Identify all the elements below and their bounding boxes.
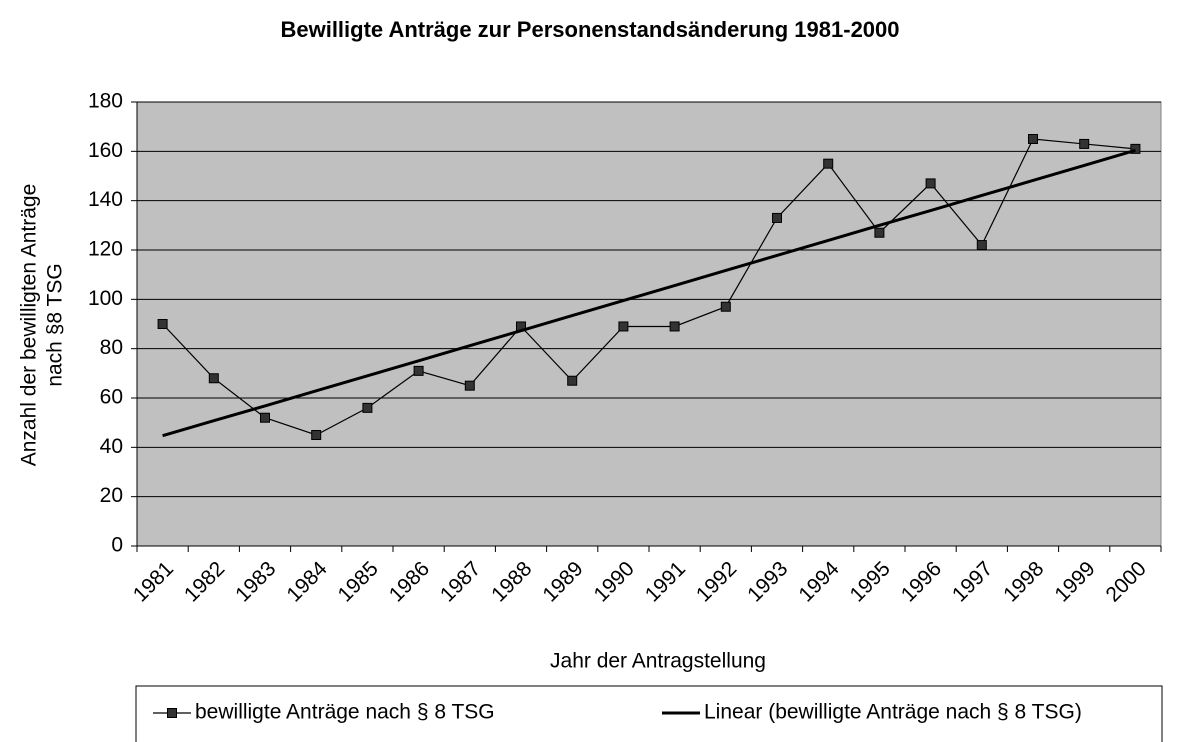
y-tick-label: 120	[88, 238, 123, 261]
y-tick-label: 160	[88, 139, 123, 162]
x-tick-label: 1981	[129, 557, 178, 606]
y-tick-label: 20	[100, 484, 123, 507]
marker	[925, 178, 936, 189]
x-tick-label: 2000	[1102, 557, 1151, 606]
x-tick-label: 1999	[1050, 557, 1099, 606]
marker	[618, 321, 629, 332]
marker	[157, 319, 168, 329]
x-tick-label: 1982	[180, 557, 229, 606]
legend-marker	[167, 708, 177, 718]
x-tick-label: 1986	[385, 557, 434, 606]
x-tick-label: 1997	[948, 557, 997, 606]
x-tick-label: 1989	[538, 557, 587, 606]
marker	[772, 212, 782, 223]
marker	[362, 402, 373, 413]
plot-area	[136, 101, 1162, 547]
y-tick-label: 0	[111, 534, 123, 557]
marker	[976, 240, 987, 251]
y-tick-label: 100	[88, 287, 123, 310]
x-tick-label: 1983	[231, 557, 280, 606]
y-tick-label: 60	[100, 386, 123, 409]
x-tick-label: 1987	[436, 557, 485, 606]
marker	[874, 227, 885, 238]
chart-title: Bewilligte Anträge zur Personenstandsänd…	[280, 17, 899, 42]
marker	[1028, 134, 1038, 144]
series-line	[162, 148, 1136, 438]
marker	[260, 412, 270, 423]
x-tick-label: 1992	[692, 557, 741, 606]
x-tick-label: 1984	[282, 557, 332, 607]
x-tick-label: 1995	[846, 557, 895, 606]
x-tick-label: 1991	[641, 557, 690, 606]
marker	[823, 158, 834, 169]
series-line	[162, 138, 1136, 436]
marker	[464, 380, 475, 391]
y-tick-label: 40	[100, 435, 123, 458]
x-tick-label: 1993	[743, 557, 792, 606]
marker	[311, 430, 322, 440]
marker	[208, 373, 219, 384]
marker	[413, 365, 424, 376]
legend-box	[135, 685, 1163, 742]
x-tick-label: 1996	[897, 557, 946, 606]
x-tick-label: 1994	[794, 557, 844, 607]
marker	[720, 301, 731, 312]
legend-label: bewilligte Anträge nach § 8 TSG	[195, 701, 495, 724]
y-tick-label: 140	[88, 188, 123, 211]
x-axis-label: Jahr der Antragstellung	[550, 650, 766, 673]
x-tick-label: 1990	[590, 557, 639, 606]
y-tick-label: 180	[88, 90, 123, 113]
y-axis-label: Anzahl der bewilligten Anträge	[18, 184, 41, 467]
legend-label: Linear (bewilligte Anträge nach § 8 TSG)	[704, 701, 1082, 724]
marker	[1130, 143, 1141, 154]
y-axis-label: nach §8 TSG	[44, 263, 67, 386]
x-tick-label: 1988	[487, 557, 536, 606]
x-tick-label: 1985	[334, 557, 383, 606]
marker	[567, 375, 578, 386]
y-tick-label: 80	[100, 336, 123, 359]
marker	[669, 321, 680, 332]
marker	[1079, 138, 1090, 149]
x-tick-label: 1998	[999, 557, 1048, 606]
